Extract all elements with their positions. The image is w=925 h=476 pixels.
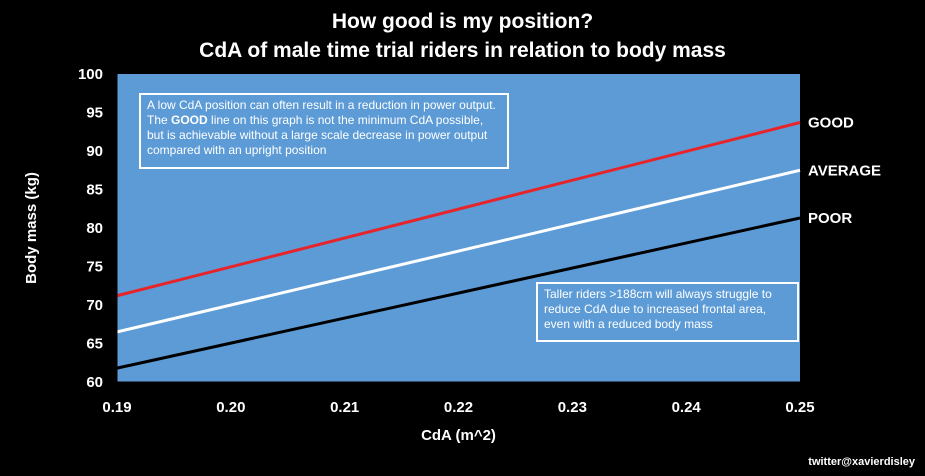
annotation-text-part: A low CdA position can often result in a… (147, 98, 496, 127)
annotation-bold-good: GOOD (171, 113, 208, 127)
series-line-average (116, 168, 801, 334)
y-tick-label: 95 (86, 105, 103, 122)
x-tick-label: 0.22 (444, 399, 473, 416)
y-tick-label: 80 (86, 220, 103, 237)
series-label-poor: POOR (808, 210, 852, 227)
series-label-average: AVERAGE (808, 162, 881, 179)
annotation-good-line-note: A low CdA position can often result in a… (139, 93, 509, 169)
x-tick-label: 0.24 (672, 399, 702, 416)
x-tick-label: 0.21 (330, 399, 359, 416)
author-credit: twitter@xavierdisley (808, 456, 915, 468)
annotation-text-part: line on this graph is not the minimum Cd… (147, 113, 488, 157)
y-tick-label: 70 (86, 297, 103, 314)
y-tick-label: 100 (78, 66, 103, 83)
chart-subtitle: CdA of male time trial riders in relatio… (199, 39, 726, 62)
annotation-tall-riders-note: Taller riders >188cm will always struggl… (536, 282, 799, 342)
series-line-poor (116, 216, 801, 370)
x-tick-label: 0.23 (558, 399, 587, 416)
y-tick-label: 65 (86, 336, 103, 353)
y-tick-label: 60 (86, 374, 103, 391)
x-tick-label: 0.20 (216, 399, 245, 416)
series-line-good (116, 121, 801, 298)
x-tick-label: 0.19 (102, 399, 131, 416)
x-axis-label: CdA (m^2) (421, 427, 496, 444)
y-tick-label: 85 (86, 182, 103, 199)
y-tick-label: 90 (86, 143, 103, 160)
series-label-good: GOOD (808, 115, 854, 132)
y-tick-label: 75 (86, 259, 103, 276)
y-axis-label: Body mass (kg) (23, 172, 40, 284)
x-tick-label: 0.25 (785, 399, 814, 416)
chart-title: How good is my position? (331, 10, 594, 33)
